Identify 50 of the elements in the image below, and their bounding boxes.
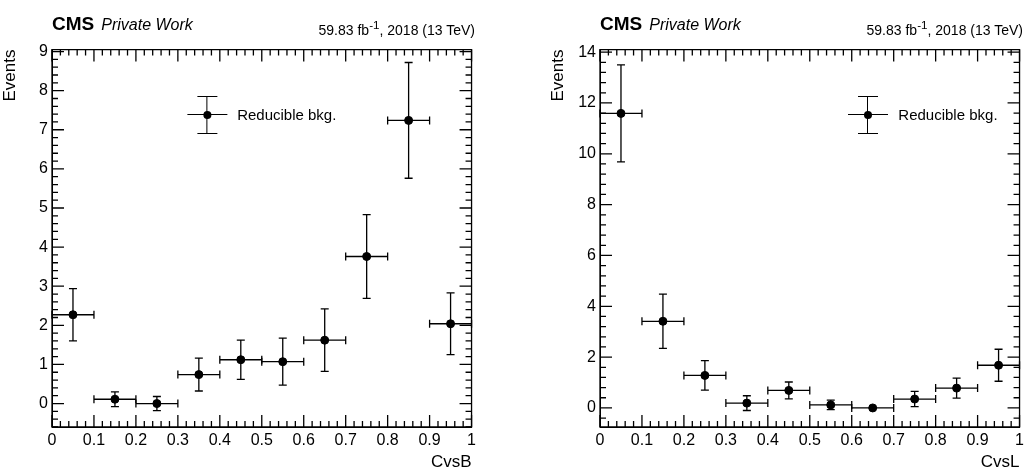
x-tick-label: 0.2	[124, 431, 148, 449]
y-tick-label: 12	[578, 93, 597, 111]
x-tick-label: 0.2	[672, 431, 696, 449]
y-tick-label: 4	[587, 296, 597, 314]
y-tick-label: 2	[39, 315, 49, 333]
y-tick-label: 8	[39, 81, 49, 99]
chart-subtitle: Private Work	[649, 16, 741, 33]
y-tick-label: 8	[587, 195, 597, 213]
chart-subtitle: Private Work	[101, 16, 193, 33]
y-tick-label: 2	[587, 347, 597, 365]
x-axis-title: CvsB	[430, 452, 472, 472]
x-tick-label: 0.5	[798, 431, 821, 449]
x-tick-label: 0.1	[82, 431, 106, 449]
x-tick-label: 0.6	[292, 431, 315, 449]
x-tick-label: 0.4	[208, 431, 232, 449]
x-tick-label: 1	[467, 431, 477, 449]
x-tick-label: 0.8	[376, 431, 399, 449]
x-tick-label: 0.6	[840, 431, 863, 449]
y-tick-label: 1	[39, 354, 49, 372]
y-tick-label: 5	[39, 198, 49, 216]
x-axis-title: CvsL	[980, 452, 1020, 472]
x-tick-label: 0.5	[250, 431, 273, 449]
x-tick-label: 0.9	[418, 431, 441, 449]
x-tick-label: 0.8	[924, 431, 947, 449]
y-tick-label: 7	[39, 120, 49, 138]
x-tick-label: 0.1	[630, 431, 654, 449]
y-tick-label: 0	[587, 398, 597, 416]
text: 59.83 fb$^{-1}$, 2018 (13 TeV)	[318, 17, 475, 39]
y-tick-label: 0	[39, 393, 49, 411]
x-tick-label: 0.3	[714, 431, 738, 449]
chart-title: CMS	[600, 13, 643, 34]
y-tick-label: 4	[39, 237, 49, 255]
y-tick-label: 3	[39, 276, 49, 294]
text: 59.83 fb$^{-1}$, 2018 (13 TeV)	[866, 17, 1023, 39]
y-axis-title: Events	[0, 49, 19, 102]
y-axis-title: Events	[547, 49, 567, 102]
legend-label: Reducible bkg.	[237, 106, 337, 124]
x-tick-label: 0.9	[966, 431, 989, 449]
x-tick-label: 0.7	[334, 431, 357, 449]
y-tick-label: 6	[39, 159, 49, 177]
y-tick-label: 6	[587, 245, 597, 263]
y-tick-label: 9	[39, 41, 49, 59]
y-tick-label: 10	[578, 144, 597, 162]
chart-title: CMS	[52, 13, 95, 34]
y-tick-label: 14	[578, 42, 597, 60]
x-tick-label: 0.3	[166, 431, 190, 449]
legend-label: Reducible bkg.	[898, 106, 998, 124]
x-tick-label: 1	[1015, 431, 1025, 449]
x-tick-label: 0.4	[756, 431, 780, 449]
x-tick-label: 0.7	[882, 431, 905, 449]
